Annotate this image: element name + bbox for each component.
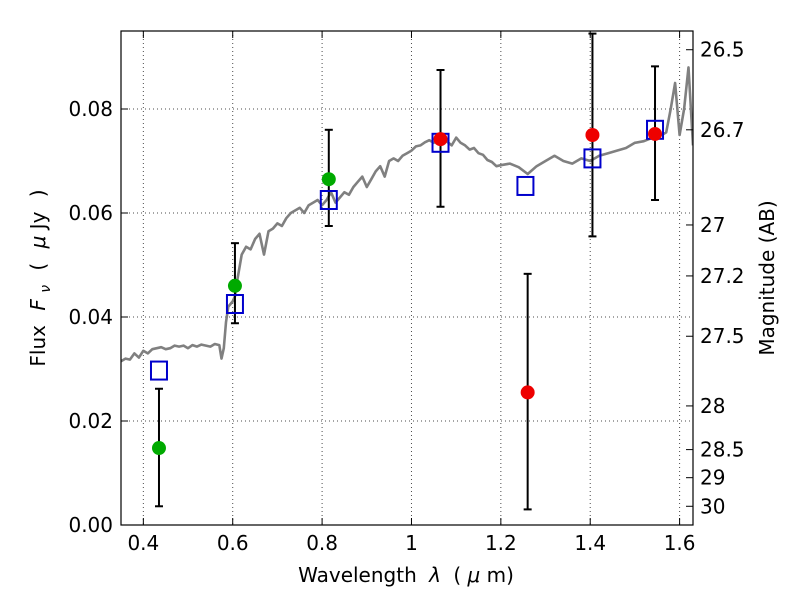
- y2-tick-label: 27: [700, 213, 725, 237]
- x-axis-label-lambda: λ: [428, 563, 441, 587]
- y-tick-label: 0.06: [68, 201, 113, 225]
- y-axis-label-nu: ν: [38, 285, 54, 293]
- spectrum-layer: [121, 66, 693, 363]
- y2-tick-label: 26.5: [700, 38, 745, 62]
- photometry-square-marker: [149, 360, 168, 381]
- y-tick-label: 0.04: [68, 305, 113, 329]
- y-tick-label: 0.02: [68, 409, 113, 433]
- y-axis-label-f: F: [26, 299, 50, 311]
- photometry-square-marker: [319, 190, 338, 210]
- photometry-square-marker: [225, 294, 244, 314]
- x-axis-label-unit: m): [487, 563, 514, 587]
- y2-tick-label: 26.7: [700, 118, 745, 142]
- data-point: [585, 128, 600, 142]
- y2-axis-label: Magnitude (AB): [755, 200, 779, 355]
- x-axis-label-word: Wavelength: [298, 563, 417, 587]
- y2-tick-label: 30: [700, 494, 725, 518]
- y-tick-label: 0.00: [68, 513, 113, 537]
- spectrum-line: [121, 66, 693, 363]
- tick-layer: 0.4 0.6 0.8 1 1.2 1.4 1.6 0.00 0.02 0.04 0.06 0.08 2…: [68, 31, 745, 555]
- x-axis-label: Wavelength λ ( μ m): [298, 563, 514, 587]
- y-axis-label: Flux F ν ( μ Jy ): [26, 189, 55, 366]
- y-axis-label-unit: Jy: [26, 211, 50, 231]
- x-tick-label: 1: [405, 531, 418, 555]
- x-tick-label: 1.2: [485, 531, 517, 555]
- data-point: [321, 172, 336, 187]
- y2-tick-label: 27.5: [700, 324, 745, 348]
- data-point: [648, 126, 663, 141]
- y2-tick-label: 28.5: [700, 438, 745, 462]
- y-axis-label-mu: μ: [26, 236, 50, 250]
- y-tick-label: 0.08: [68, 97, 113, 121]
- y2-tick-label: 28: [700, 394, 725, 418]
- y-axis-label-close-paren: ): [26, 189, 50, 197]
- x-tick-label: 1.4: [574, 531, 606, 555]
- y2-tick-label: 27.2: [700, 264, 745, 288]
- x-tick-label: 0.4: [127, 531, 159, 555]
- data-point: [520, 385, 535, 400]
- photometry-square-marker: [516, 175, 535, 196]
- data-point: [151, 441, 166, 456]
- data-point: [227, 278, 242, 293]
- photometry-square-marker: [583, 148, 602, 169]
- x-axis-label-mu: μ: [467, 563, 481, 587]
- x-axis-label-paren: (: [453, 563, 461, 587]
- x-tick-label: 0.6: [217, 531, 249, 555]
- y-axis-label-open-paren: (: [26, 263, 50, 271]
- y-axis-label-word: Flux: [26, 325, 50, 367]
- x-tick-label: 1.6: [664, 531, 696, 555]
- y2-tick-label: 29: [700, 466, 725, 490]
- data-point: [433, 132, 448, 147]
- plot-frame: [120, 30, 694, 526]
- x-tick-label: 0.8: [306, 531, 338, 555]
